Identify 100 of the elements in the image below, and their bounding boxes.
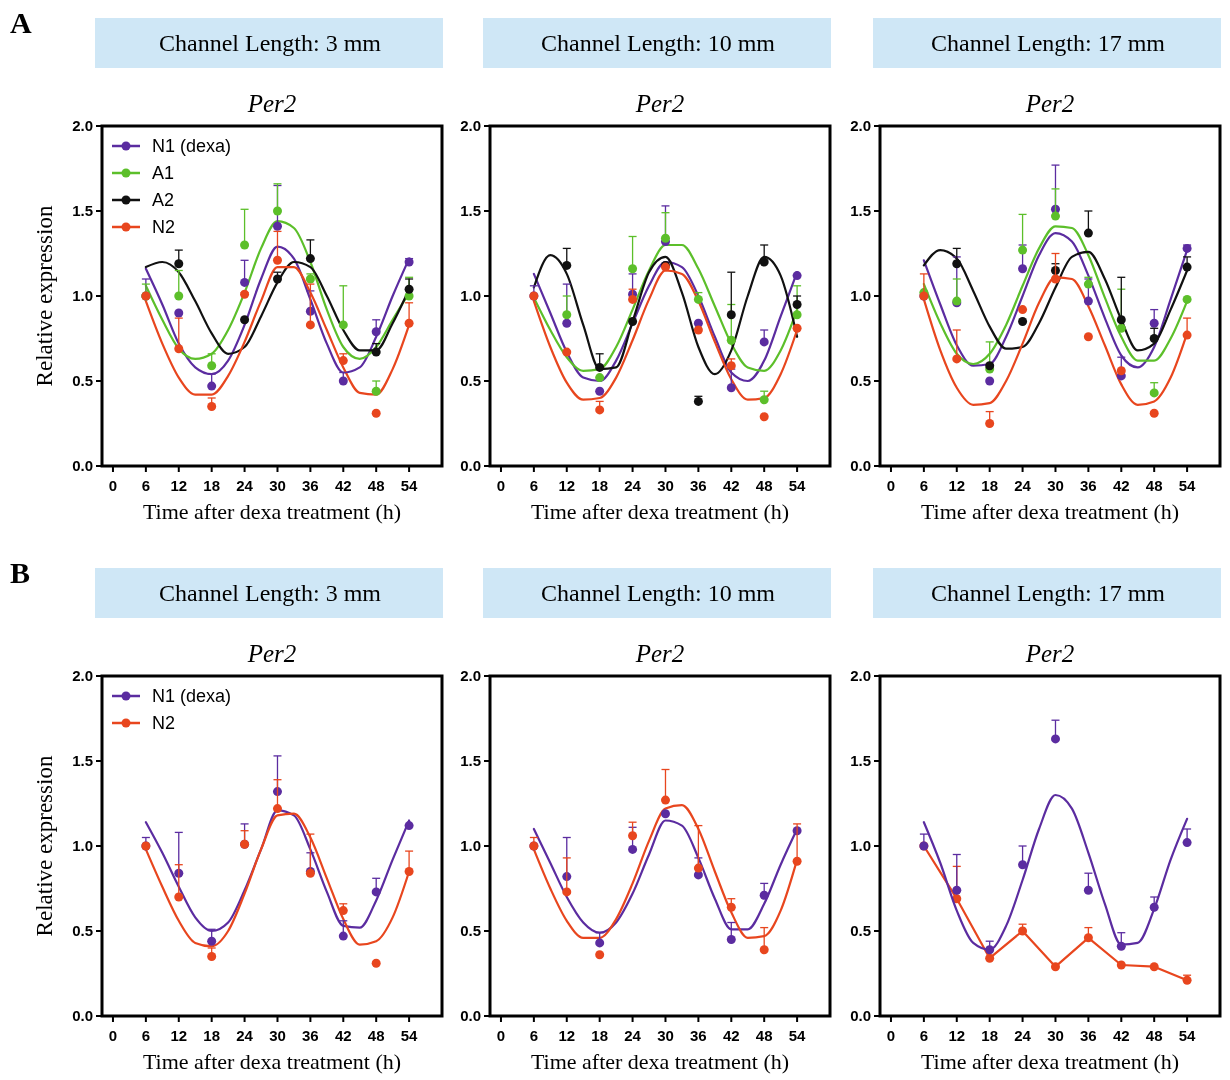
legend-label: N2 [152,713,176,734]
x-tick-label: 18 [591,477,609,494]
y-tick-label: 0.0 [850,457,871,475]
y-tick-label: 0.5 [72,922,93,940]
x-tick-label: 54 [1178,1027,1197,1044]
x-tick-label: 18 [591,1027,609,1044]
x-axis-title: Time after dexa treatment (h) [920,499,1180,524]
x-axis-title: Time after dexa treatment (h) [530,499,790,524]
x-tick-label: 0 [108,477,118,494]
chart-title: Per2 [1024,90,1075,117]
chart-subtitle: Channel Length: 17 mm [931,580,1166,606]
y-tick-label: 1.0 [850,837,871,855]
x-tick-label: 6 [141,1027,151,1044]
x-tick-label: 42 [334,477,352,494]
y-tick-label: 1.5 [850,752,871,770]
y-tick-label: 2.0 [72,117,93,135]
legend-label: A1 [152,163,175,184]
x-tick-label: 24 [236,477,254,494]
x-tick-label: 30 [657,1027,674,1044]
x-tick-label: 24 [236,1027,254,1044]
y-tick-label: 0.0 [72,1007,93,1025]
x-tick-label: 36 [1080,477,1097,494]
x-tick-label: 18 [203,1027,221,1044]
x-tick-label: 12 [170,1027,188,1044]
x-tick-label: 12 [558,477,576,494]
x-axis-title: Time after dexa treatment (h) [142,1049,402,1074]
x-axis-title: Time after dexa treatment (h) [530,1049,790,1074]
chart-title: Per2 [1024,640,1075,667]
y-tick-label: 0.0 [72,457,93,475]
y-tick-label: 2.0 [850,667,871,685]
y-axis-title: Relative expression [32,205,57,387]
y-tick-label: 1.0 [460,837,481,855]
y-tick-label: 1.0 [72,287,93,305]
x-tick-label: 48 [367,1027,385,1044]
y-tick-label: 0.0 [460,1007,481,1025]
y-tick-label: 0.5 [460,922,481,940]
y-tick-label: 0.5 [460,372,481,390]
y-tick-label: 1.5 [72,752,93,770]
y-tick-label: 2.0 [460,117,481,135]
x-tick-label: 24 [624,1027,642,1044]
y-tick-label: 2.0 [850,117,871,135]
x-tick-label: 42 [334,1027,352,1044]
x-tick-label: 42 [722,1027,740,1044]
chart-subtitle: Channel Length: 17 mm [931,30,1166,56]
legend-label: A2 [152,190,175,211]
y-tick-label: 0.0 [850,1007,871,1025]
chart-title: Per2 [246,90,297,117]
text: A [10,6,32,39]
x-tick-label: 30 [657,477,674,494]
legend-label: N1 (dexa) [152,136,232,157]
y-tick-label: 1.0 [460,287,481,305]
x-axis-title: Time after dexa treatment (h) [920,1049,1180,1074]
chart-subtitle: Channel Length: 10 mm [541,580,776,606]
x-tick-label: 24 [1014,477,1032,494]
y-tick-label: 1.0 [72,837,93,855]
x-tick-label: 6 [919,477,929,494]
x-tick-label: 54 [1178,477,1197,494]
x-tick-label: 6 [919,1027,929,1044]
x-axis-title: Time after dexa treatment (h) [142,499,402,524]
x-tick-label: 42 [722,477,740,494]
text: B [10,556,31,589]
x-tick-label: 36 [302,477,319,494]
legend-label: N1 (dexa) [152,686,232,707]
x-tick-label: 54 [400,1027,419,1044]
chart-title: Per2 [634,640,685,667]
x-tick-label: 12 [558,1027,576,1044]
x-tick-label: 48 [755,1027,773,1044]
x-tick-label: 24 [624,477,642,494]
chart-subtitle: Channel Length: 10 mm [541,30,776,56]
y-tick-label: 2.0 [72,667,93,685]
x-tick-label: 24 [1014,1027,1032,1044]
x-tick-label: 36 [1080,1027,1097,1044]
x-tick-label: 18 [981,477,999,494]
x-tick-label: 6 [529,477,539,494]
x-tick-label: 36 [690,1027,707,1044]
y-tick-label: 1.0 [850,287,871,305]
x-tick-label: 0 [886,477,896,494]
x-tick-label: 42 [1112,1027,1130,1044]
y-tick-label: 0.5 [72,372,93,390]
y-tick-label: 1.5 [850,202,871,220]
y-axis-title: Relative expression [32,755,57,937]
x-tick-label: 30 [269,477,286,494]
x-tick-label: 36 [302,1027,319,1044]
x-tick-label: 12 [948,1027,966,1044]
y-tick-label: 1.5 [72,202,93,220]
x-tick-label: 12 [948,477,966,494]
y-tick-label: 0.5 [850,372,871,390]
y-tick-label: 1.5 [460,752,481,770]
x-tick-label: 0 [496,1027,506,1044]
x-tick-label: 30 [1047,477,1064,494]
y-tick-label: 2.0 [460,667,481,685]
legend-label: N2 [152,217,176,238]
x-tick-label: 0 [496,477,506,494]
y-tick-label: 0.5 [850,922,871,940]
chart-title: Per2 [246,640,297,667]
x-tick-label: 18 [203,477,221,494]
x-tick-label: 54 [788,477,807,494]
chart-subtitle: Channel Length: 3 mm [159,580,382,606]
y-tick-label: 0.0 [460,457,481,475]
x-tick-label: 12 [170,477,188,494]
